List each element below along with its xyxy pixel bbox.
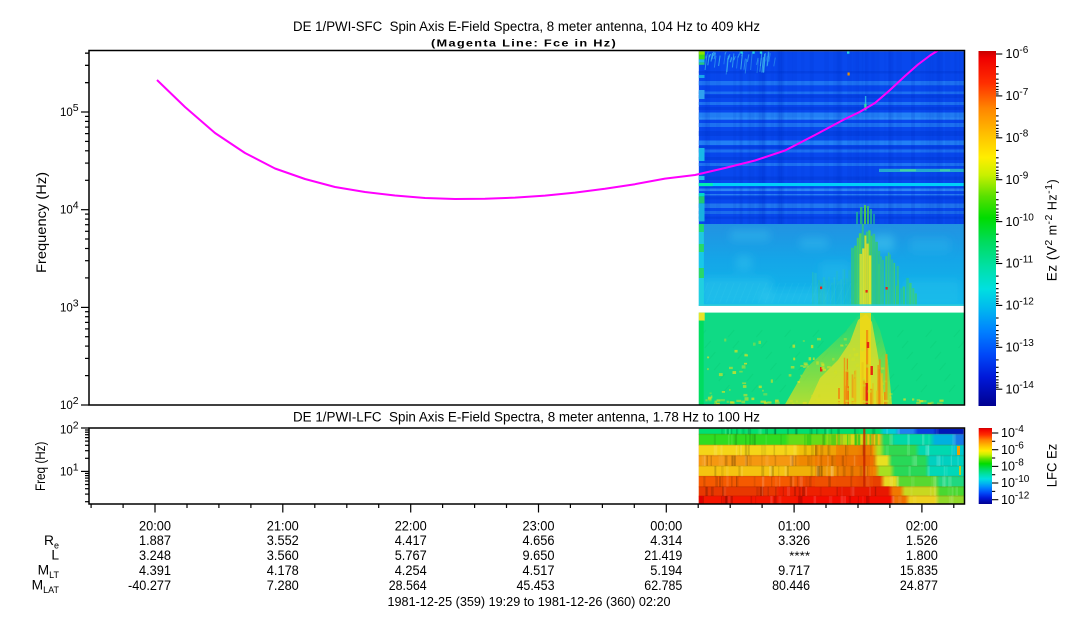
svg-text:9.650: 9.650 <box>523 547 555 563</box>
svg-text:4.656: 4.656 <box>523 532 555 548</box>
svg-text:28.564: 28.564 <box>389 577 427 593</box>
svg-text:4.517: 4.517 <box>523 562 555 578</box>
svg-text:5.194: 5.194 <box>650 562 682 578</box>
svg-text:45.453: 45.453 <box>517 577 555 593</box>
svg-text:****: **** <box>789 549 810 563</box>
svg-text:62.785: 62.785 <box>644 577 682 593</box>
svg-text:Freq (Hz): Freq (Hz) <box>33 442 48 492</box>
svg-text:DE 1/PWI-LFC Spin Axis E-Fiel: DE 1/PWI-LFC Spin Axis E-Field Spectra, … <box>293 410 760 425</box>
svg-text:Frequency (Hz): Frequency (Hz) <box>33 172 49 273</box>
svg-text:1.887: 1.887 <box>139 532 171 548</box>
svg-text:21:00: 21:00 <box>267 518 299 534</box>
svg-text:3.248: 3.248 <box>139 547 171 563</box>
svg-text:5.767: 5.767 <box>395 547 427 563</box>
svg-text:4.314: 4.314 <box>650 532 682 548</box>
svg-text:-40.277: -40.277 <box>128 577 171 593</box>
svg-text:3.552: 3.552 <box>267 532 299 548</box>
svg-text:80.446: 80.446 <box>772 577 810 593</box>
svg-text:23:00: 23:00 <box>523 518 555 534</box>
svg-text:20:00: 20:00 <box>139 518 171 534</box>
svg-text:3.326: 3.326 <box>778 532 810 548</box>
svg-text:DE 1/PWI-SFC Spin Axis E-Fiel: DE 1/PWI-SFC Spin Axis E-Field Spectra, … <box>293 19 760 34</box>
svg-text:24.877: 24.877 <box>900 577 938 593</box>
svg-text:4.391: 4.391 <box>139 562 171 578</box>
svg-text:01:00: 01:00 <box>778 518 810 534</box>
svg-text:4.417: 4.417 <box>395 532 427 548</box>
svg-text:1.526: 1.526 <box>906 532 938 548</box>
svg-text:02:00: 02:00 <box>906 518 938 534</box>
svg-text:3.560: 3.560 <box>267 547 299 563</box>
svg-text:4.254: 4.254 <box>395 562 427 578</box>
svg-text:21.419: 21.419 <box>644 547 682 563</box>
svg-text:1981-12-25 (359) 19:29 to 1981: 1981-12-25 (359) 19:29 to 1981-12-26 (36… <box>388 594 671 609</box>
svg-text:(Magenta Line: Fce in Hz): (Magenta Line: Fce in Hz) <box>431 39 617 50</box>
svg-text:1.800: 1.800 <box>906 547 938 563</box>
svg-text:7.280: 7.280 <box>267 577 299 593</box>
svg-text:4.178: 4.178 <box>267 562 299 578</box>
svg-text:L: L <box>51 548 59 563</box>
svg-text:00:00: 00:00 <box>650 518 682 534</box>
svg-text:15.835: 15.835 <box>900 562 938 578</box>
svg-text:9.717: 9.717 <box>778 562 810 578</box>
svg-text:LFC Ez: LFC Ez <box>1045 444 1060 488</box>
svg-text:22:00: 22:00 <box>395 518 427 534</box>
svg-text:Ez (V2 m-2 Hz-1): Ez (V2 m-2 Hz-1) <box>1043 179 1060 281</box>
